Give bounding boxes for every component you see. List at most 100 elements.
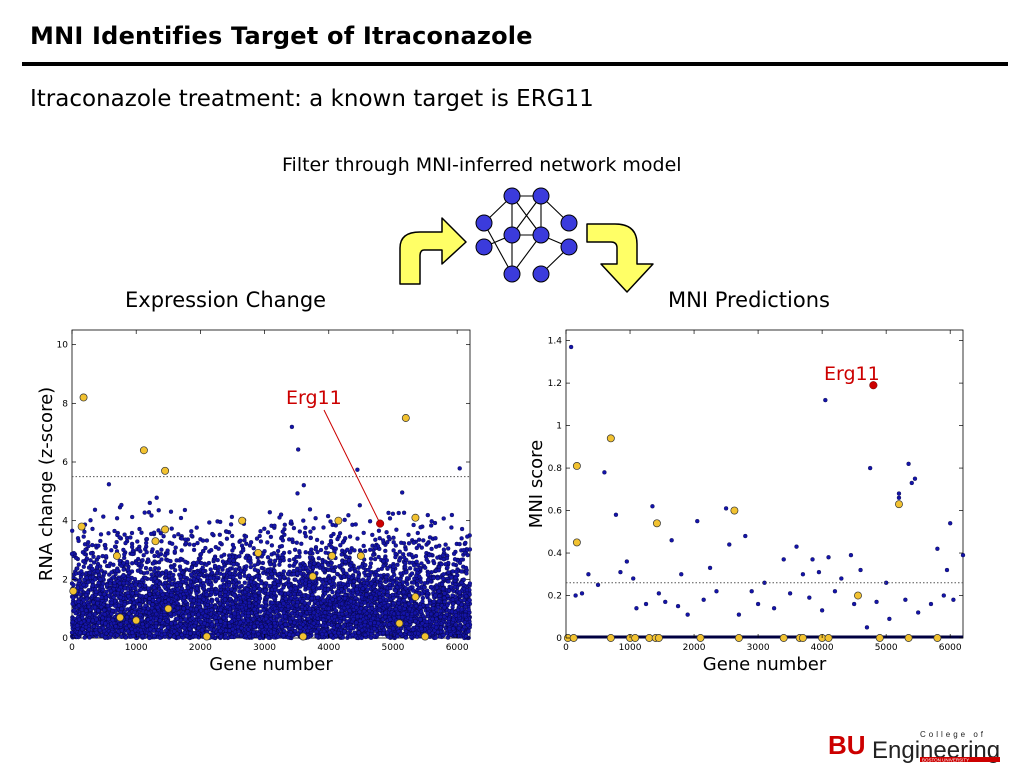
gene-point (99, 568, 104, 573)
gene-point (108, 588, 114, 594)
gene-point (229, 634, 235, 640)
gene-point (267, 575, 273, 580)
gene-point (229, 514, 235, 520)
gene-point (415, 582, 420, 587)
gene-point (446, 579, 451, 584)
gene-point (325, 513, 331, 519)
gene-point (248, 564, 253, 570)
gene-point (194, 586, 200, 591)
gene-point (156, 566, 161, 571)
gene-point (443, 542, 448, 547)
gene-point (106, 531, 111, 536)
gene-point (347, 534, 353, 539)
gene-point (241, 548, 246, 553)
gene-point (263, 600, 268, 605)
gene-point (431, 575, 436, 581)
gene-point (361, 543, 366, 549)
gene-point (191, 560, 196, 566)
gene-point (209, 582, 214, 588)
gene-point (409, 571, 415, 576)
gene-point (378, 573, 383, 578)
gene-point (326, 562, 331, 568)
gene-point (248, 560, 253, 566)
gene-point (449, 525, 454, 530)
gene-point (267, 510, 272, 515)
gene-point (169, 565, 174, 570)
gene-point (195, 540, 200, 546)
gene-point (390, 580, 395, 585)
title-divider (22, 62, 1008, 66)
gene-point (413, 553, 419, 559)
gene-point (372, 556, 378, 562)
gene-point (341, 568, 346, 573)
gene-point (266, 635, 271, 640)
gene-point (291, 572, 296, 577)
gene-point (272, 523, 277, 528)
mni-predictions-title: MNI Predictions (668, 288, 830, 312)
gene-point (207, 520, 212, 525)
left-curved-arrow (399, 217, 467, 285)
gene-point (143, 575, 148, 581)
gene-point (367, 519, 373, 524)
gene-point (104, 582, 110, 588)
gene-point (179, 548, 184, 553)
gene-point (303, 534, 308, 539)
gene-point (292, 547, 298, 552)
gene-point (225, 604, 230, 610)
gene-point (395, 562, 400, 567)
gene-point (299, 604, 305, 610)
gene-point (429, 519, 434, 524)
gene-point (141, 553, 146, 558)
gene-point (381, 563, 386, 569)
gene-point (90, 526, 95, 532)
gene-point (407, 566, 413, 571)
gene-point (252, 567, 258, 572)
gene-point (95, 569, 100, 574)
gene-point (368, 547, 373, 552)
gene-point (122, 532, 127, 537)
gene-point (394, 576, 399, 581)
gene-point (101, 514, 106, 519)
gene-point (294, 540, 299, 545)
gene-point (91, 560, 97, 565)
gene-point (272, 558, 278, 563)
gene-point (244, 541, 249, 546)
gene-point (329, 533, 334, 539)
gene-point (297, 549, 302, 554)
gene-point (403, 635, 409, 640)
gene-point (308, 529, 313, 534)
gene-point (335, 571, 340, 577)
gene-point (397, 549, 402, 554)
gene-point (155, 550, 160, 555)
gene-point (148, 566, 153, 572)
gene-point (265, 555, 271, 560)
gene-point (135, 568, 141, 573)
gene-point (115, 568, 120, 573)
gene-point (86, 543, 91, 549)
gene-point (385, 540, 390, 545)
gene-point (391, 535, 396, 540)
gene-point (427, 535, 433, 540)
gene-point (262, 526, 267, 531)
gene-point (404, 576, 410, 581)
gene-point (303, 550, 308, 555)
gene-point (220, 559, 226, 564)
gene-point (329, 564, 334, 570)
gene-point (403, 564, 408, 570)
gene-point (342, 517, 347, 523)
gene-point (165, 548, 170, 553)
gene-point (459, 536, 464, 541)
gene-point (159, 539, 164, 544)
gene-point (441, 516, 446, 521)
gene-point (394, 527, 399, 532)
gene-point (123, 540, 128, 546)
gene-point (387, 516, 393, 521)
gene-point (210, 570, 215, 576)
gene-point (335, 536, 340, 542)
gene-point (81, 564, 86, 569)
gene-point (328, 538, 334, 544)
gene-point (377, 603, 382, 608)
gene-point (82, 635, 87, 640)
gene-point (103, 554, 109, 559)
